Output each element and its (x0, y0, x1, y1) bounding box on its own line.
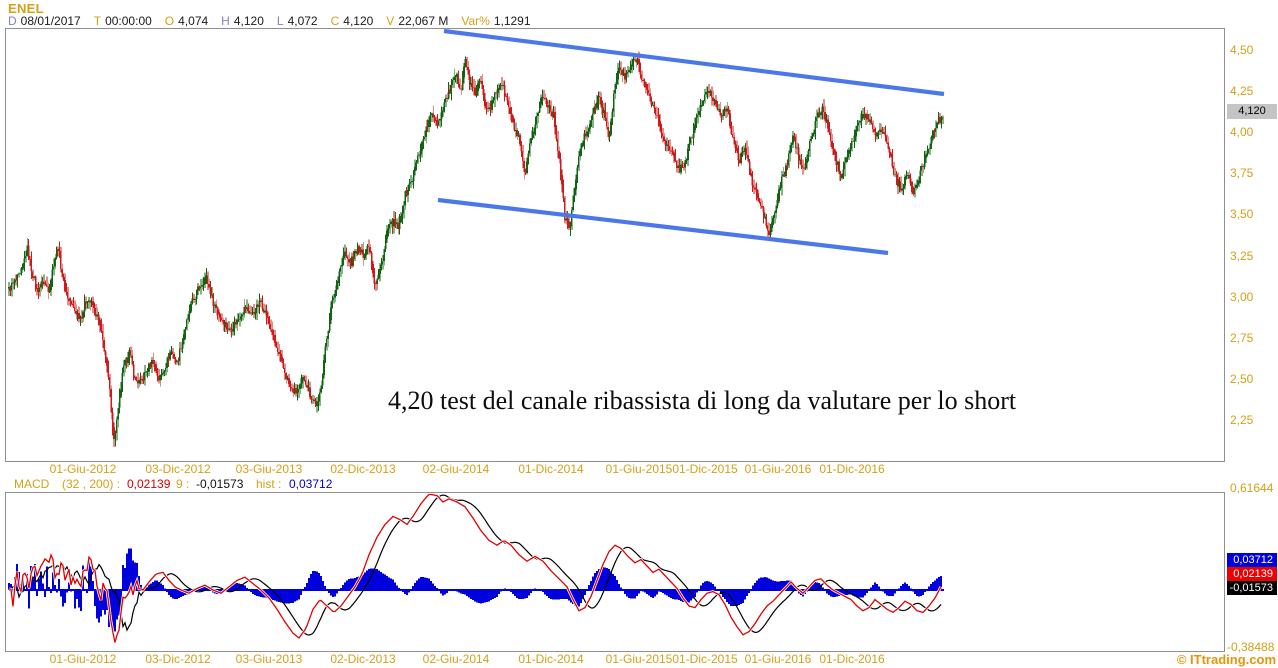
last-price-badge: 4,120 (1227, 104, 1277, 119)
date-tick-label: 01-Giu-2016 (744, 652, 812, 666)
ohlc-field-label: H (221, 14, 230, 28)
watermark-brand: © ITtrading.com (1176, 652, 1276, 667)
price-chart-canvas[interactable] (6, 28, 1224, 461)
date-tick-label: 03-Dic-2012 (145, 462, 211, 476)
ohlc-field: O 4,074 (165, 14, 208, 28)
macd-signal-param-label: 9 : (176, 477, 190, 491)
symbol-label: ENEL (8, 1, 44, 16)
ohlc-field: Var% 1,1291 (461, 14, 530, 28)
candles-layer (8, 51, 944, 447)
ohlc-field-label: L (276, 14, 284, 28)
price-tick-label: 2,75 (1230, 331, 1254, 345)
ohlc-field: T 00:00:00 (94, 14, 152, 28)
macd-signal-value: -0,01573 (196, 477, 244, 491)
date-tick-label: 01-Giu-2012 (49, 462, 117, 476)
ohlc-field: C 4,120 (331, 14, 374, 28)
date-tick-label: 01-Dic-2015 (672, 462, 738, 476)
price-tick-label: 2,50 (1230, 372, 1254, 386)
ohlc-field-label: D (8, 14, 17, 28)
date-tick-label: 01-Giu-2016 (744, 462, 812, 476)
date-tick-label: 03-Giu-2013 (235, 652, 303, 666)
ohlc-field-value: 4,072 (287, 14, 318, 28)
macd-signal-legend-box: -0,01573 (1227, 581, 1277, 595)
macd-hist-label: hist : (256, 477, 282, 491)
macd-line (8, 493, 942, 643)
macd-line-legend-box: 0,02139 (1227, 567, 1277, 581)
ohlc-field: H 4,120 (221, 14, 264, 28)
macd-chart-canvas[interactable] (6, 493, 1224, 651)
date-tick-label: 03-Dic-2012 (145, 652, 211, 666)
histogram-layer (8, 548, 944, 632)
ohlc-field-value: 00:00:00 (105, 14, 152, 28)
price-tick-label: 3,00 (1230, 290, 1254, 304)
ohlc-field: V 22,067 M (386, 14, 448, 28)
date-tick-label: 01-Dic-2016 (819, 652, 885, 666)
date-tick-label: 01-Dic-2014 (518, 462, 584, 476)
macd-max-tick-label: 0,61644 (1230, 481, 1274, 495)
ohlc-field-value: 4,120 (233, 14, 264, 28)
price-tick-label: 3,25 (1230, 249, 1254, 263)
date-tick-label: 01-Giu-2015 (605, 462, 673, 476)
macd-line-halo (8, 493, 943, 643)
ohlc-field-value: 08/01/2017 (20, 14, 81, 28)
macd-title: MACD (14, 477, 50, 491)
date-tick-label: 02-Giu-2014 (422, 652, 490, 666)
price-tick-label: 2,25 (1230, 413, 1254, 427)
ohlc-field-label: O (164, 14, 175, 28)
date-tick-label: 02-Giu-2014 (422, 462, 490, 476)
ohlc-field-value: 4,074 (178, 14, 209, 28)
price-tick-label: 3,75 (1230, 166, 1254, 180)
ohlc-field-label: T (93, 14, 102, 28)
ohlc-field: L 4,072 (277, 14, 318, 28)
macd-min-tick-label: -0,38488 (1227, 640, 1275, 654)
date-tick-label: 02-Dic-2013 (330, 462, 396, 476)
ohlc-field: D 08/01/2017 (8, 14, 81, 28)
price-chart-panel (5, 28, 1225, 462)
macd-signal-line (8, 494, 942, 636)
chart-annotation-text[interactable]: 4,20 test del canale ribassista di long … (388, 386, 1017, 415)
price-tick-label: 4,25 (1230, 84, 1254, 98)
ohlc-field-label: Var% (461, 14, 490, 28)
price-tick-label: 3,50 (1230, 207, 1254, 221)
ohlc-field-value: 1,1291 (493, 14, 531, 28)
date-tick-label: 01-Dic-2015 (672, 652, 738, 666)
date-tick-label: 01-Giu-2012 (49, 652, 117, 666)
ohlc-header-row: D 08/01/2017 T 00:00:00 O 4,074 H 4,120 L 4,072 C 4… (8, 14, 531, 28)
ohlc-field-label: C (330, 14, 340, 28)
macd-chart-panel (5, 492, 1225, 652)
ohlc-field-label: V (386, 14, 395, 28)
price-tick-label: 4,00 (1230, 125, 1254, 139)
macd-value: 0,02139 (127, 477, 171, 491)
macd-hist-value: 0,03712 (289, 477, 333, 491)
date-tick-label: 03-Giu-2013 (235, 462, 303, 476)
date-tick-label: 02-Dic-2013 (330, 652, 396, 666)
price-tick-label: 4,50 (1230, 43, 1254, 57)
trend-channel-lines[interactable] (437, 28, 945, 256)
date-tick-label: 01-Giu-2015 (605, 652, 673, 666)
ohlc-field-value: 22,067 M (398, 14, 449, 28)
ohlc-field-value: 4,120 (343, 14, 374, 28)
date-tick-label: 01-Dic-2014 (518, 652, 584, 666)
macd-params-label: (32 , 200) : (62, 477, 121, 491)
macd-hist-legend-box: 0,03712 (1227, 553, 1277, 567)
date-tick-label: 01-Dic-2016 (819, 462, 885, 476)
